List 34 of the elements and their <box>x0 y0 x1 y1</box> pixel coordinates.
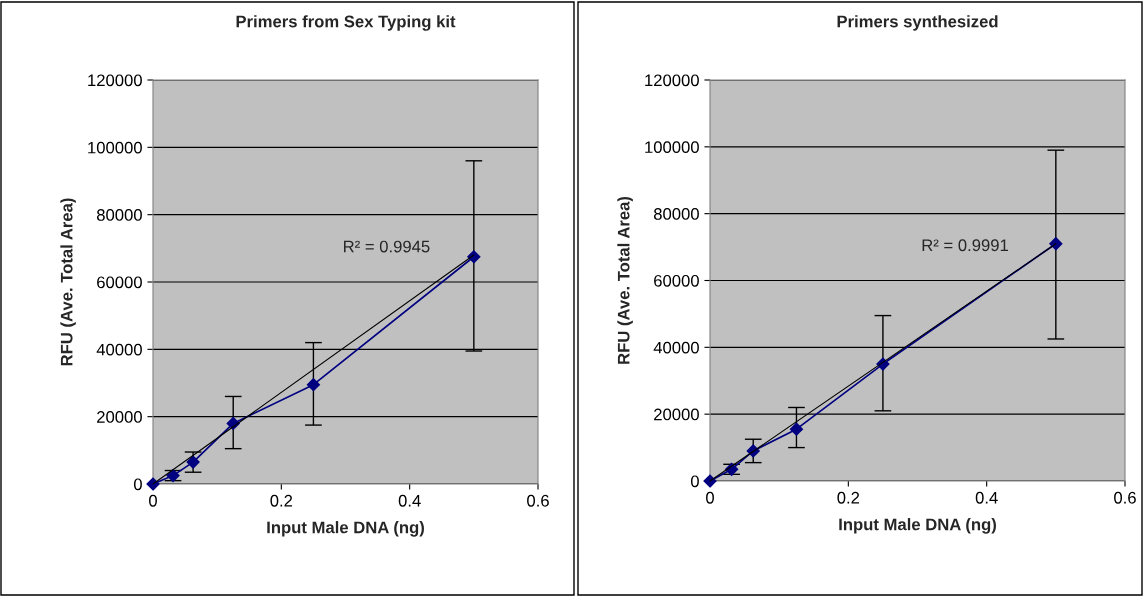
point <box>789 422 804 436</box>
x-tick-label: 0.6 <box>1114 491 1136 504</box>
x-tick-label: 0.4 <box>975 491 998 504</box>
y-tick-label: 0 <box>690 475 699 488</box>
y-tick-label: 40000 <box>96 343 142 356</box>
x-axis-title: Input Male DNA (ng) <box>839 518 996 534</box>
y-tick-label: 80000 <box>96 209 142 221</box>
x-tick-label: 0.4 <box>398 494 421 507</box>
y-tick-label: 20000 <box>97 411 142 423</box>
x-axis-title: Input Male DNA (ng) <box>267 521 424 537</box>
point <box>186 455 200 469</box>
y-tick-label: 120000 <box>645 74 699 87</box>
y-tick-label: 20000 <box>654 408 699 421</box>
y-tick-label: 100000 <box>88 141 142 154</box>
chart-title: Primers from Sex Typing kit <box>236 15 456 31</box>
y-tick-label: 40000 <box>653 341 699 354</box>
y-tick-label: 100000 <box>645 141 699 154</box>
y-tick-label: 120000 <box>88 74 142 87</box>
y-tick-label: 60000 <box>97 276 142 289</box>
x-tick-label: 0 <box>149 494 157 507</box>
y-tick-label: 60000 <box>654 274 699 287</box>
y-axis-title: RFU (Ave. Total Area) <box>60 198 76 366</box>
x-tick-label: 0.2 <box>837 491 860 504</box>
point <box>306 378 321 392</box>
annotation: R² = 0.9991 <box>922 239 1008 252</box>
x-tick-label: 0 <box>706 491 714 504</box>
annotation: R² = 0.9945 <box>344 240 430 253</box>
x-tick-label: 0.6 <box>527 494 549 507</box>
y-tick-label: 0 <box>133 478 142 491</box>
y-axis-title: RFU (Ave. Total Area) <box>617 196 633 364</box>
point <box>1049 237 1063 251</box>
x-tick-label: 0.2 <box>270 494 293 507</box>
y-tick-label: 80000 <box>653 208 699 220</box>
chart-title: Primers synthesized <box>837 15 998 31</box>
